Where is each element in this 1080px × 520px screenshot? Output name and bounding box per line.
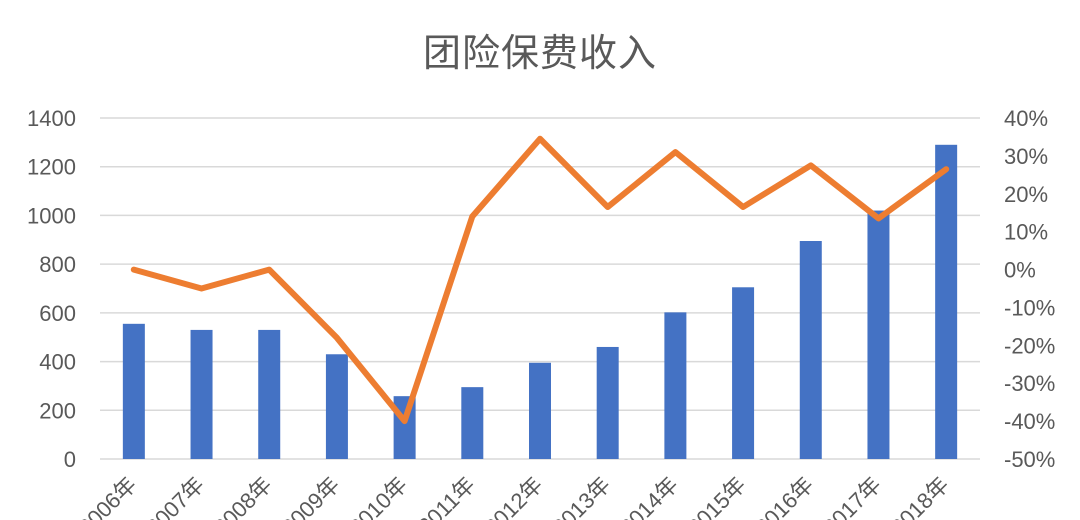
category-label: 2008年 — [209, 472, 277, 520]
bar-series — [122, 144, 958, 460]
category-label: 2010年 — [344, 472, 412, 520]
category-label: 2012年 — [480, 472, 548, 520]
bar — [596, 346, 619, 459]
line-series — [130, 135, 950, 425]
bar — [325, 354, 348, 459]
bar — [122, 323, 145, 459]
right-tick-label: 10% — [1004, 220, 1048, 245]
x-axis: 2006年 2007年 2008年 2009年 2010年 2011年 2012年 2013年… — [74, 472, 954, 520]
category-label: 2006年 — [74, 472, 142, 520]
right-tick-label: -50% — [1004, 447, 1055, 472]
right-tick-label: 30% — [1004, 144, 1048, 169]
right-tick-label: -10% — [1004, 295, 1055, 320]
left-tick-label: 1400 — [27, 106, 76, 131]
left-y-axis: 0 200 400 600 800 1000 1200 1400 — [27, 106, 76, 472]
right-tick-label: 40% — [1004, 106, 1048, 131]
category-label: 2015年 — [683, 472, 751, 520]
bar — [732, 287, 755, 459]
category-label: 2018年 — [886, 472, 954, 520]
left-tick-label: 600 — [39, 301, 76, 326]
left-tick-label: 200 — [39, 398, 76, 423]
left-tick-label: 1000 — [27, 203, 76, 228]
left-tick-label: 800 — [39, 252, 76, 277]
category-label: 2011年 — [413, 472, 480, 520]
bar — [190, 329, 213, 459]
category-label: 2017年 — [818, 472, 886, 520]
bar — [461, 387, 484, 459]
category-label: 2013年 — [547, 472, 615, 520]
left-tick-label: 400 — [39, 350, 76, 375]
bar — [799, 241, 822, 459]
right-tick-label: -30% — [1004, 371, 1055, 396]
right-tick-label: 20% — [1004, 182, 1048, 207]
right-tick-label: -40% — [1004, 409, 1055, 434]
right-tick-label: -20% — [1004, 333, 1055, 358]
bar — [935, 144, 958, 460]
left-tick-label: 1200 — [27, 155, 76, 180]
bar — [867, 210, 890, 459]
left-tick-label: 0 — [64, 447, 76, 472]
right-y-axis: -50% -40% -30% -20% -10% 0% 10% 20% 30% 40% — [1004, 106, 1055, 472]
right-tick-label: 0% — [1004, 258, 1036, 283]
category-label: 2014年 — [615, 472, 683, 520]
bar — [664, 312, 687, 459]
category-label: 2016年 — [750, 472, 818, 520]
bar — [529, 362, 551, 459]
bar — [258, 329, 281, 459]
category-label: 2009年 — [277, 472, 345, 520]
chart-title: 团险保费收入 — [422, 31, 657, 75]
category-label: 2007年 — [141, 472, 209, 520]
